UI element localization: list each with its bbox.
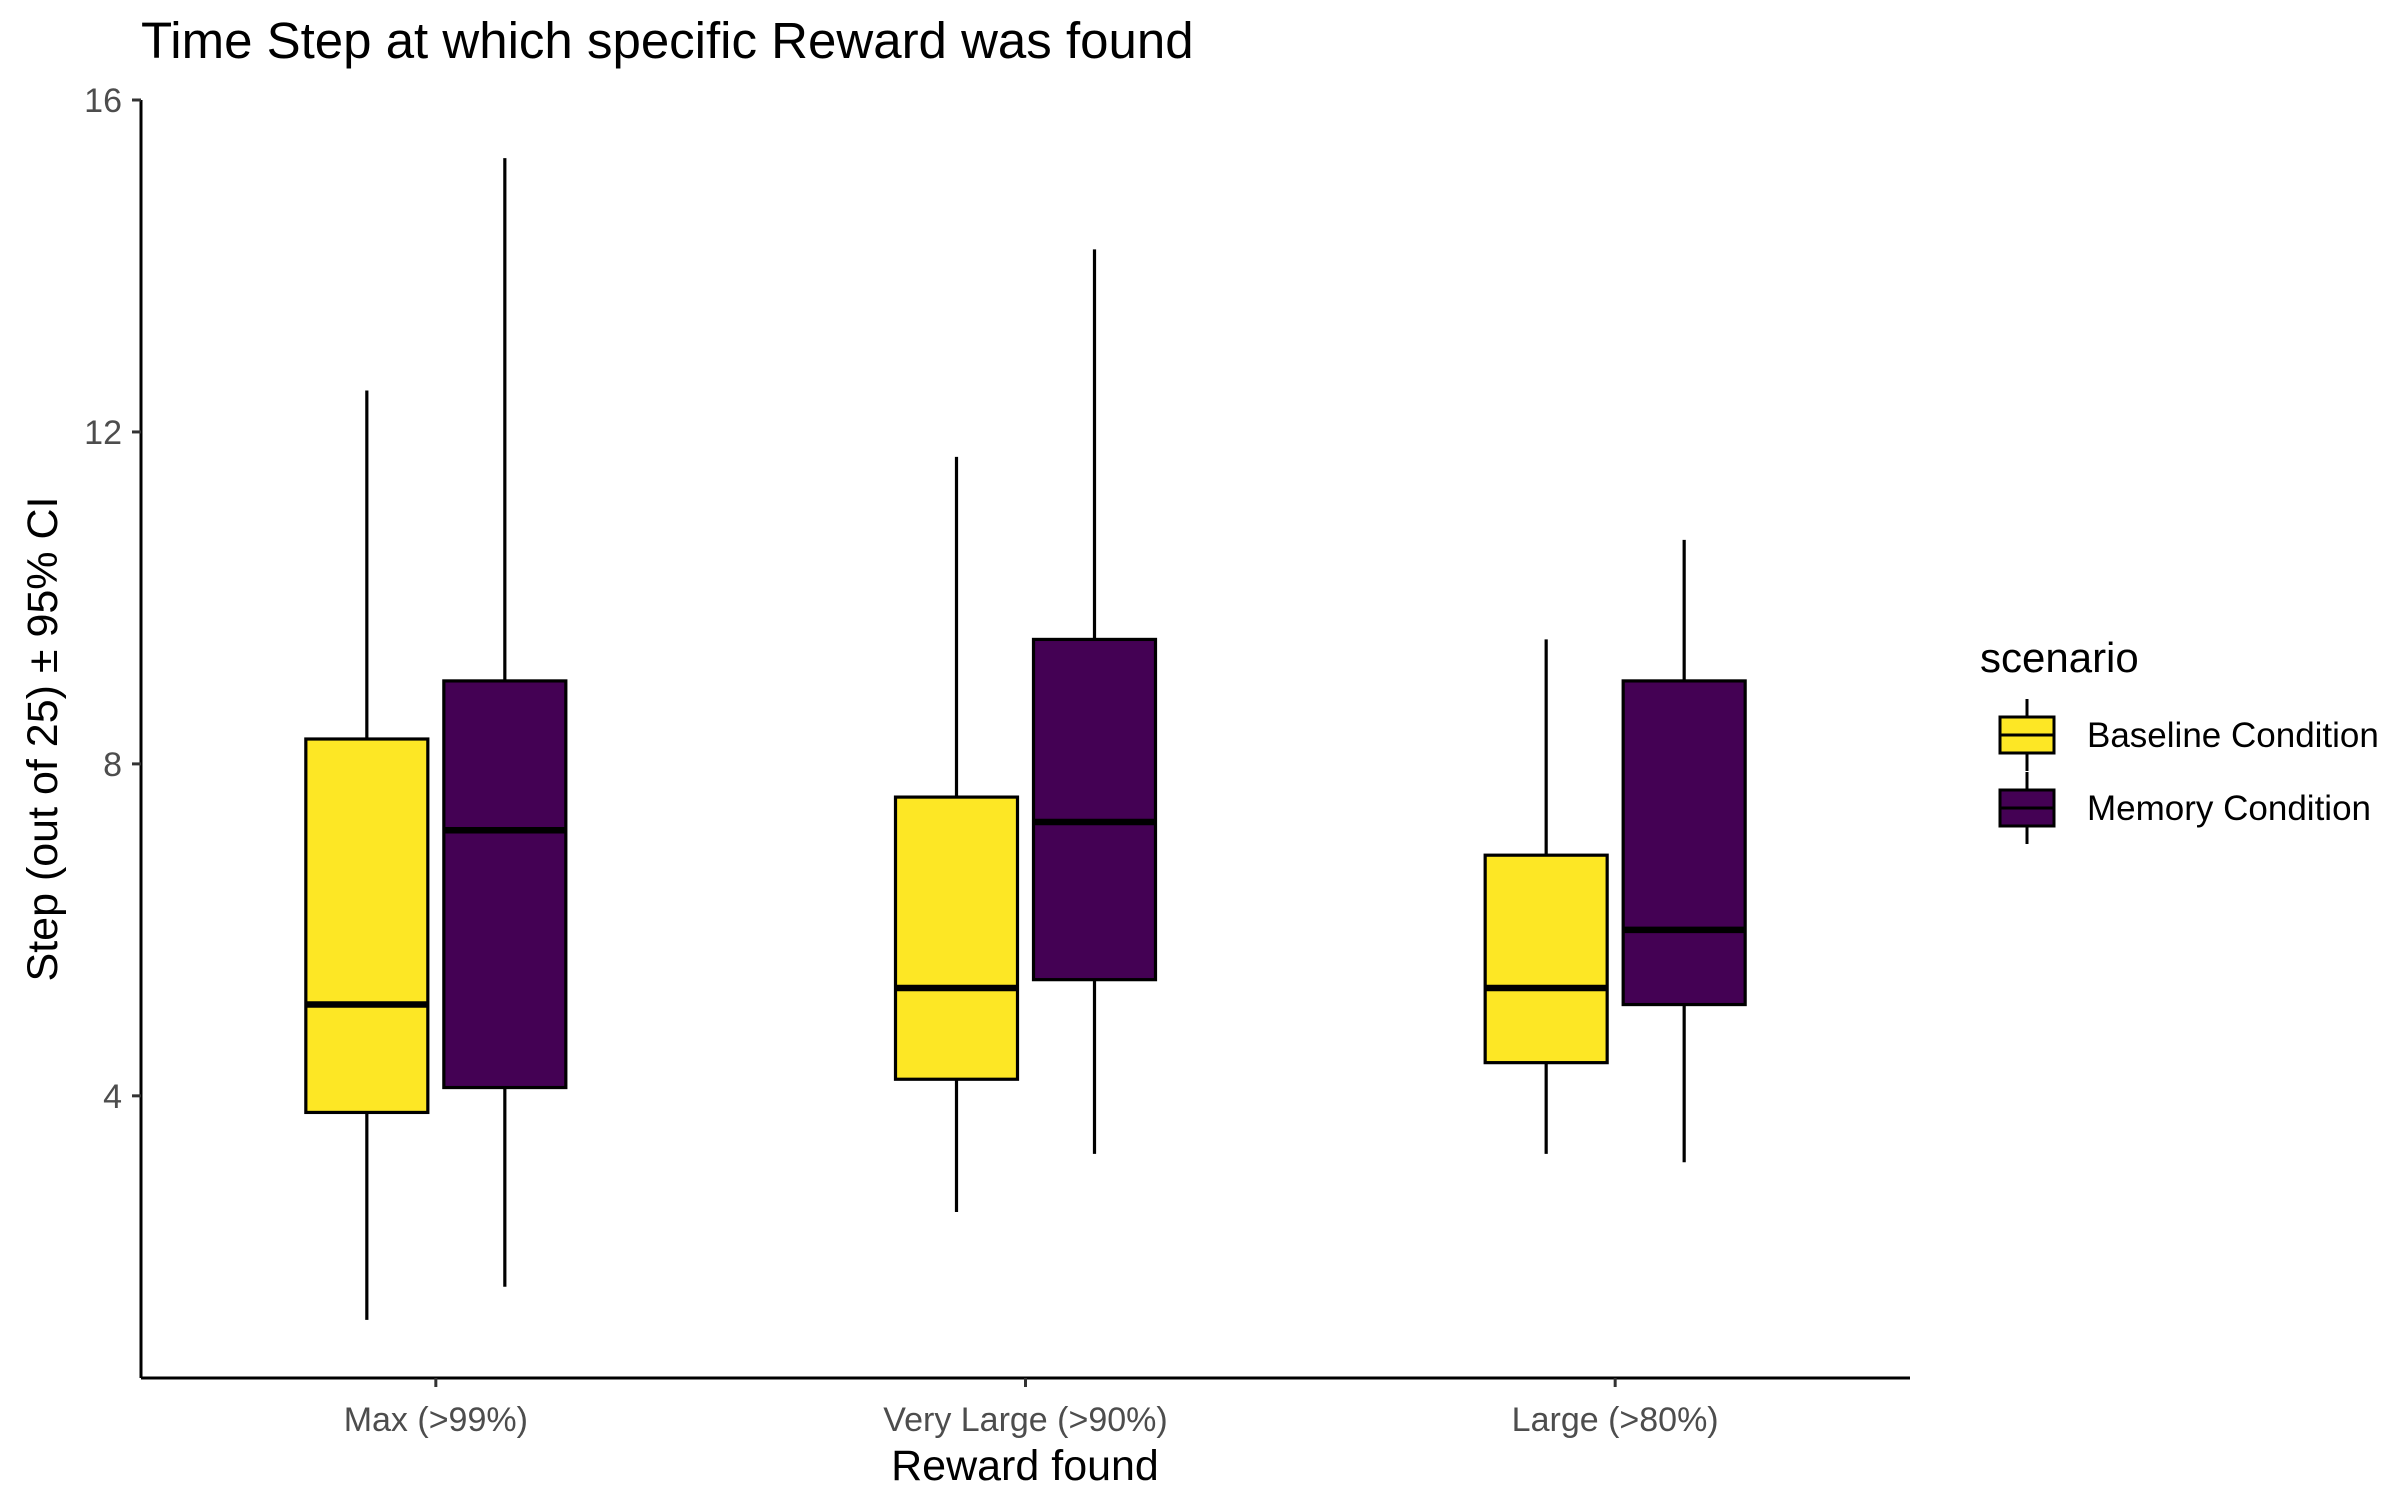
y-axis-title: Step (out of 25) ± 95% CI — [19, 497, 67, 982]
box-baseline-3 — [1483, 639, 1609, 1154]
legend: scenario Baseline Condition Memory Condit… — [1980, 634, 2379, 844]
box-iqr — [442, 679, 568, 1090]
x-tick-label: Large (>80%) — [1512, 1401, 1719, 1439]
plot-area — [304, 158, 1747, 1320]
legend-item-baseline: Baseline Condition — [1998, 699, 2379, 771]
box-baseline-1 — [304, 390, 430, 1320]
legend-title: scenario — [1980, 634, 2139, 681]
y-tick-label: 4 — [103, 1078, 122, 1116]
x-axis-ticks: Max (>99%) Very Large (>90%) Large (>80%) — [344, 1378, 1719, 1439]
y-tick-label: 16 — [84, 82, 122, 120]
chart-title: Time Step at which specific Reward was f… — [141, 12, 1194, 69]
box-baseline-2 — [893, 456, 1020, 1213]
box-iqr — [1483, 853, 1609, 1065]
legend-label: Memory Condition — [2087, 789, 2371, 828]
legend-item-memory: Memory Condition — [1998, 772, 2371, 844]
box-iqr — [893, 795, 1020, 1081]
y-tick-label: 12 — [84, 414, 122, 452]
box-memory-3 — [1621, 539, 1747, 1163]
box-iqr — [304, 737, 430, 1115]
x-axis-title: Reward found — [891, 1442, 1159, 1490]
legend-items: Baseline Condition Memory Condition — [1998, 699, 2379, 844]
x-tick-label: Max (>99%) — [344, 1401, 528, 1439]
box-memory-1 — [442, 158, 568, 1287]
x-tick-label: Very Large (>90%) — [883, 1401, 1167, 1439]
y-tick-label: 8 — [103, 746, 122, 784]
box-iqr — [1621, 679, 1747, 1007]
box-iqr — [1031, 637, 1158, 982]
legend-label: Baseline Condition — [2087, 716, 2379, 755]
y-axis-ticks: 4 8 12 16 — [84, 82, 141, 1116]
box-memory-2 — [1031, 249, 1158, 1154]
